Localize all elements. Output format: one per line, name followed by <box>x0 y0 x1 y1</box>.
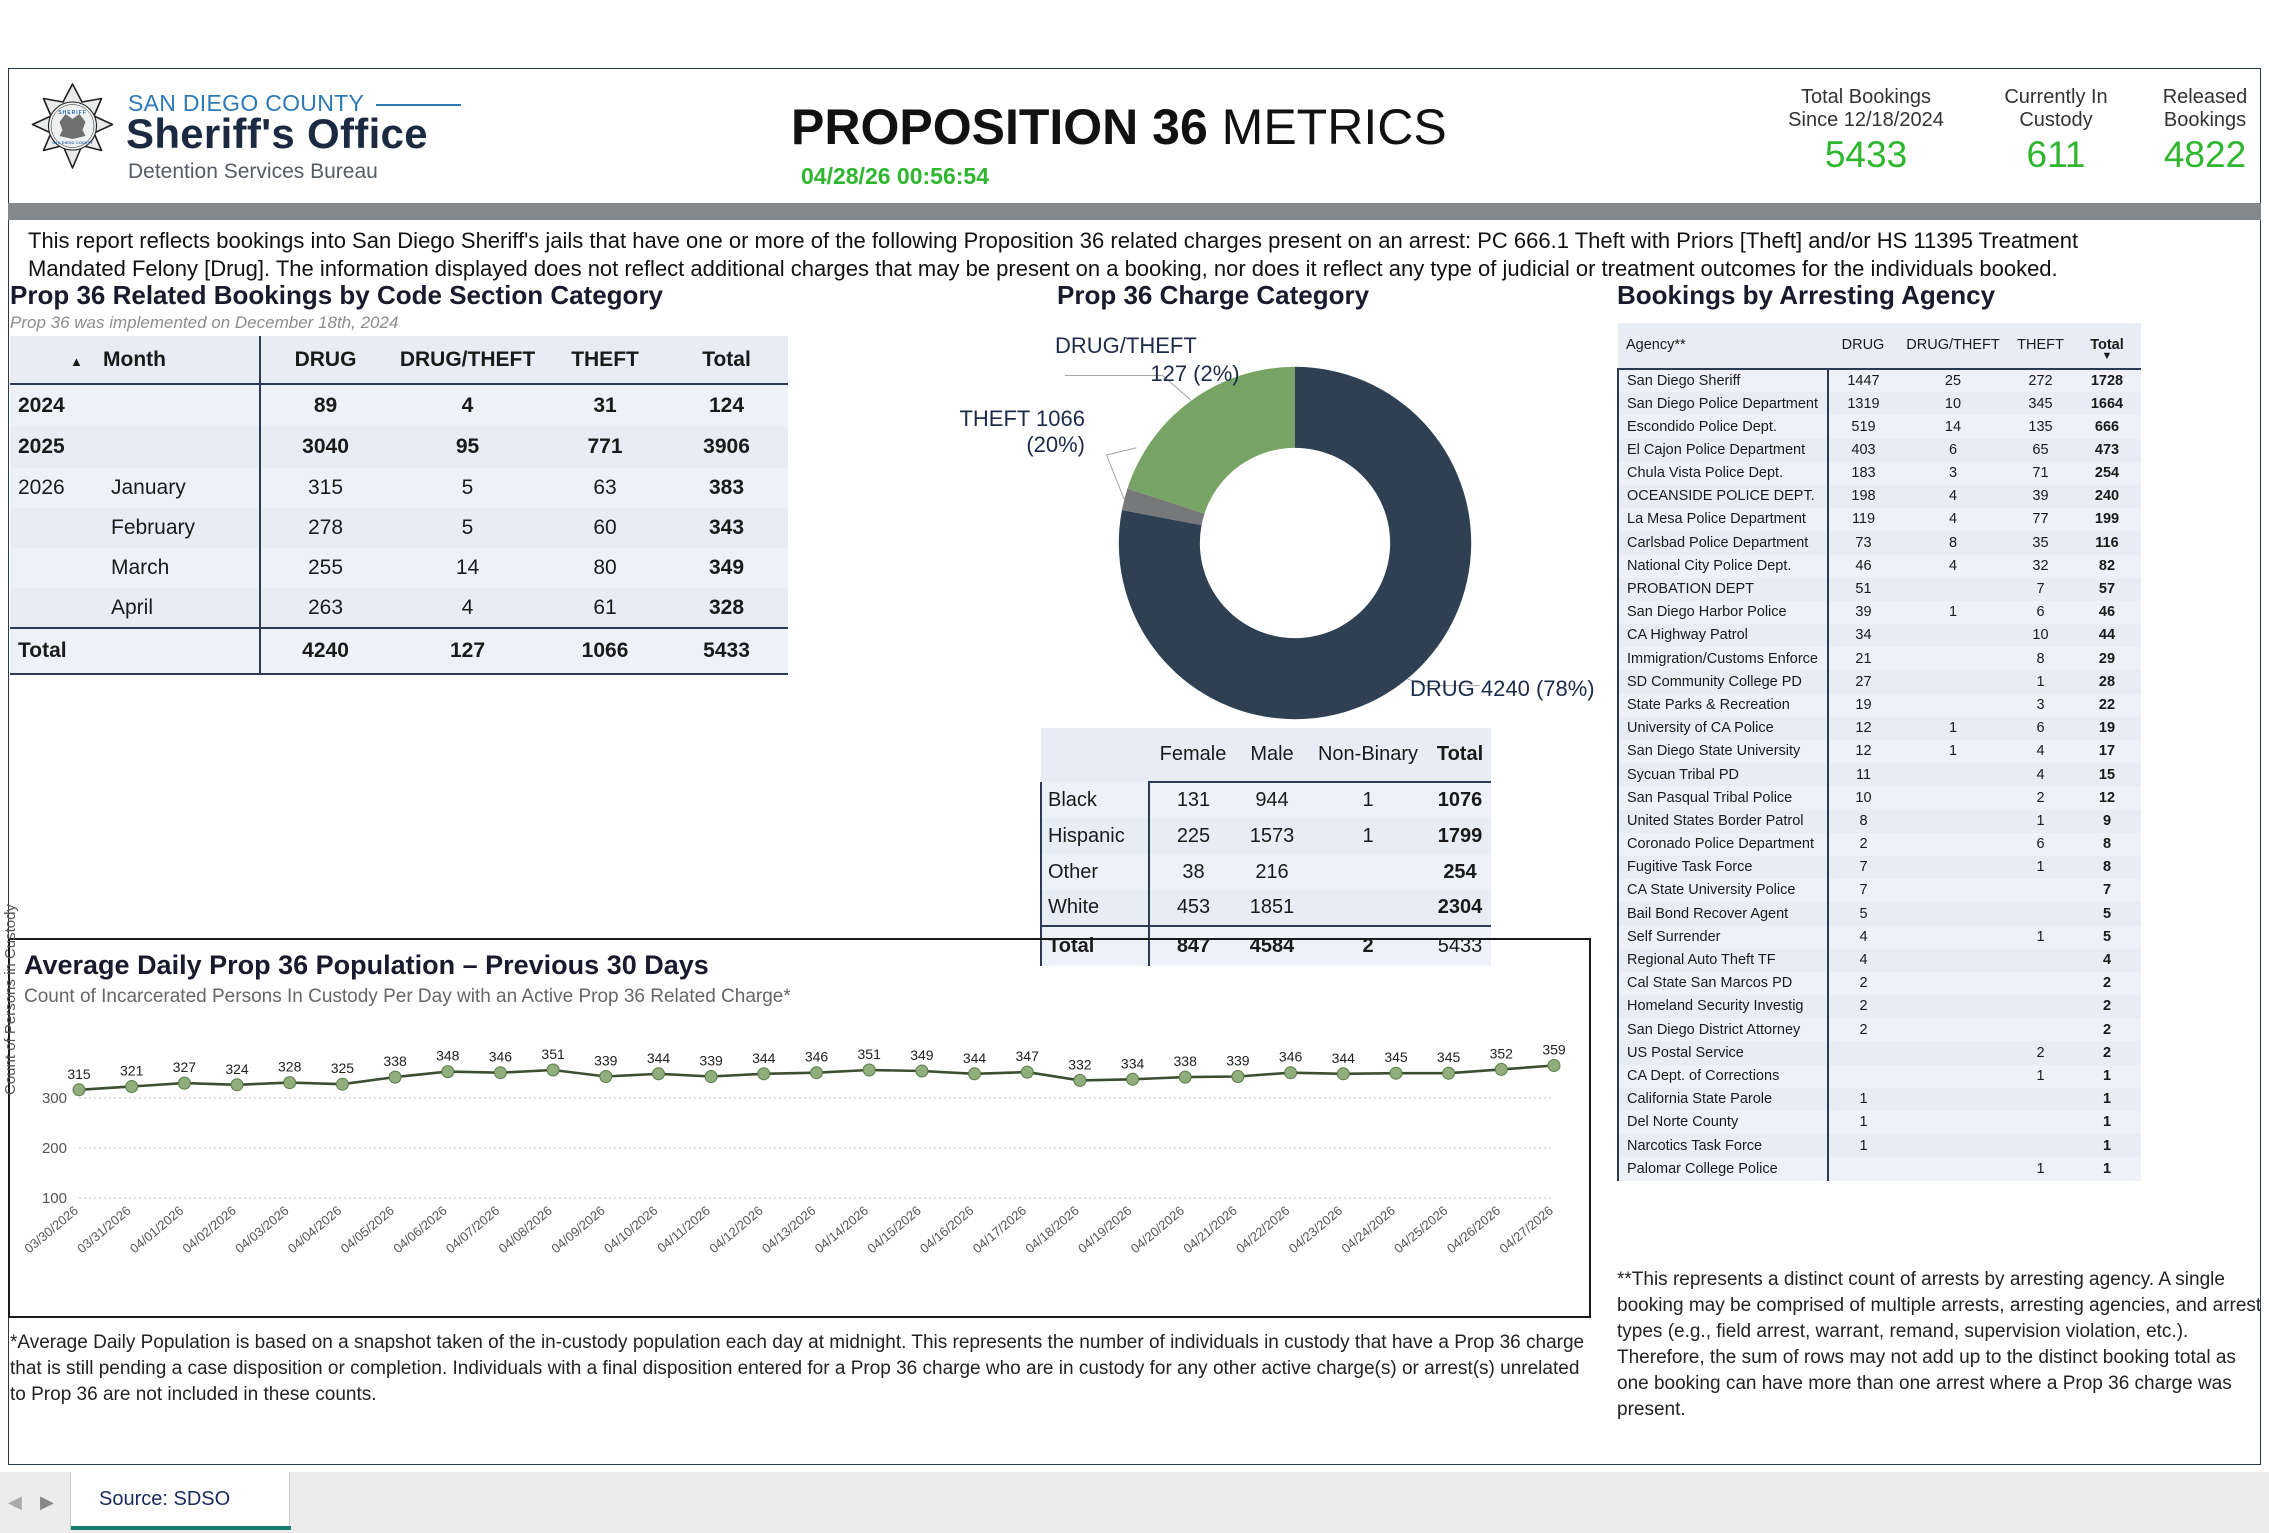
svg-text:324: 324 <box>225 1061 249 1077</box>
svg-text:325: 325 <box>331 1060 355 1076</box>
svg-text:339: 339 <box>1226 1053 1250 1069</box>
svg-text:334: 334 <box>1121 1055 1145 1071</box>
svg-text:327: 327 <box>173 1059 197 1075</box>
svg-text:352: 352 <box>1490 1045 1514 1061</box>
svg-text:346: 346 <box>805 1049 829 1065</box>
svg-text:04/13/2026: 04/13/2026 <box>759 1203 818 1256</box>
svg-text:04/06/2026: 04/06/2026 <box>390 1203 449 1256</box>
svg-text:04/16/2026: 04/16/2026 <box>917 1203 976 1256</box>
svg-text:351: 351 <box>541 1046 565 1062</box>
svg-text:04/20/2026: 04/20/2026 <box>1128 1203 1187 1256</box>
svg-text:348: 348 <box>436 1048 460 1064</box>
svg-text:04/11/2026: 04/11/2026 <box>654 1203 713 1256</box>
svg-text:04/22/2026: 04/22/2026 <box>1233 1203 1292 1256</box>
svg-text:339: 339 <box>594 1053 618 1069</box>
svg-text:04/07/2026: 04/07/2026 <box>443 1203 502 1256</box>
svg-text:SAN DIEGO COUNTY: SAN DIEGO COUNTY <box>52 141 93 145</box>
svg-text:345: 345 <box>1437 1049 1461 1065</box>
svg-text:03/30/2026: 03/30/2026 <box>24 1203 81 1256</box>
svg-text:04/05/2026: 04/05/2026 <box>338 1203 397 1256</box>
svg-text:04/14/2026: 04/14/2026 <box>812 1203 871 1256</box>
svg-text:04/19/2026: 04/19/2026 <box>1075 1203 1134 1256</box>
svg-text:346: 346 <box>1279 1049 1303 1065</box>
svg-text:04/24/2026: 04/24/2026 <box>1338 1203 1397 1256</box>
svg-text:344: 344 <box>1332 1050 1356 1066</box>
svg-text:04/26/2026: 04/26/2026 <box>1444 1203 1503 1256</box>
svg-text:349: 349 <box>910 1047 934 1063</box>
svg-text:04/25/2026: 04/25/2026 <box>1391 1203 1450 1256</box>
svg-text:351: 351 <box>858 1046 882 1062</box>
svg-text:SHERIFF: SHERIFF <box>58 110 86 116</box>
svg-text:332: 332 <box>1068 1056 1092 1072</box>
svg-text:04/02/2026: 04/02/2026 <box>179 1203 238 1256</box>
svg-text:04/21/2026: 04/21/2026 <box>1180 1203 1239 1256</box>
svg-text:04/04/2026: 04/04/2026 <box>285 1203 344 1256</box>
svg-text:04/17/2026: 04/17/2026 <box>970 1203 1029 1256</box>
svg-text:344: 344 <box>752 1050 776 1066</box>
svg-text:344: 344 <box>647 1050 671 1066</box>
svg-text:346: 346 <box>489 1049 513 1065</box>
svg-text:344: 344 <box>963 1050 987 1066</box>
svg-text:04/18/2026: 04/18/2026 <box>1022 1203 1081 1256</box>
svg-text:300: 300 <box>42 1090 67 1107</box>
svg-text:339: 339 <box>699 1053 723 1069</box>
svg-text:321: 321 <box>120 1063 144 1079</box>
svg-text:328: 328 <box>278 1059 302 1075</box>
svg-text:04/09/2026: 04/09/2026 <box>548 1203 607 1256</box>
svg-text:04/08/2026: 04/08/2026 <box>496 1203 555 1256</box>
svg-text:04/12/2026: 04/12/2026 <box>706 1203 765 1256</box>
svg-text:04/10/2026: 04/10/2026 <box>601 1203 660 1256</box>
svg-text:04/23/2026: 04/23/2026 <box>1286 1203 1345 1256</box>
svg-text:03/31/2026: 03/31/2026 <box>74 1203 133 1256</box>
svg-text:04/27/2026: 04/27/2026 <box>1496 1203 1555 1256</box>
svg-text:04/03/2026: 04/03/2026 <box>232 1203 291 1256</box>
svg-text:359: 359 <box>1542 1042 1566 1058</box>
svg-text:338: 338 <box>1174 1053 1198 1069</box>
svg-text:338: 338 <box>383 1053 407 1069</box>
svg-text:345: 345 <box>1384 1049 1408 1065</box>
svg-text:347: 347 <box>1016 1048 1040 1064</box>
svg-text:04/01/2026: 04/01/2026 <box>127 1203 186 1256</box>
svg-text:315: 315 <box>67 1066 91 1082</box>
svg-text:100: 100 <box>42 1190 67 1207</box>
svg-text:200: 200 <box>42 1140 67 1157</box>
svg-text:04/15/2026: 04/15/2026 <box>864 1203 923 1256</box>
